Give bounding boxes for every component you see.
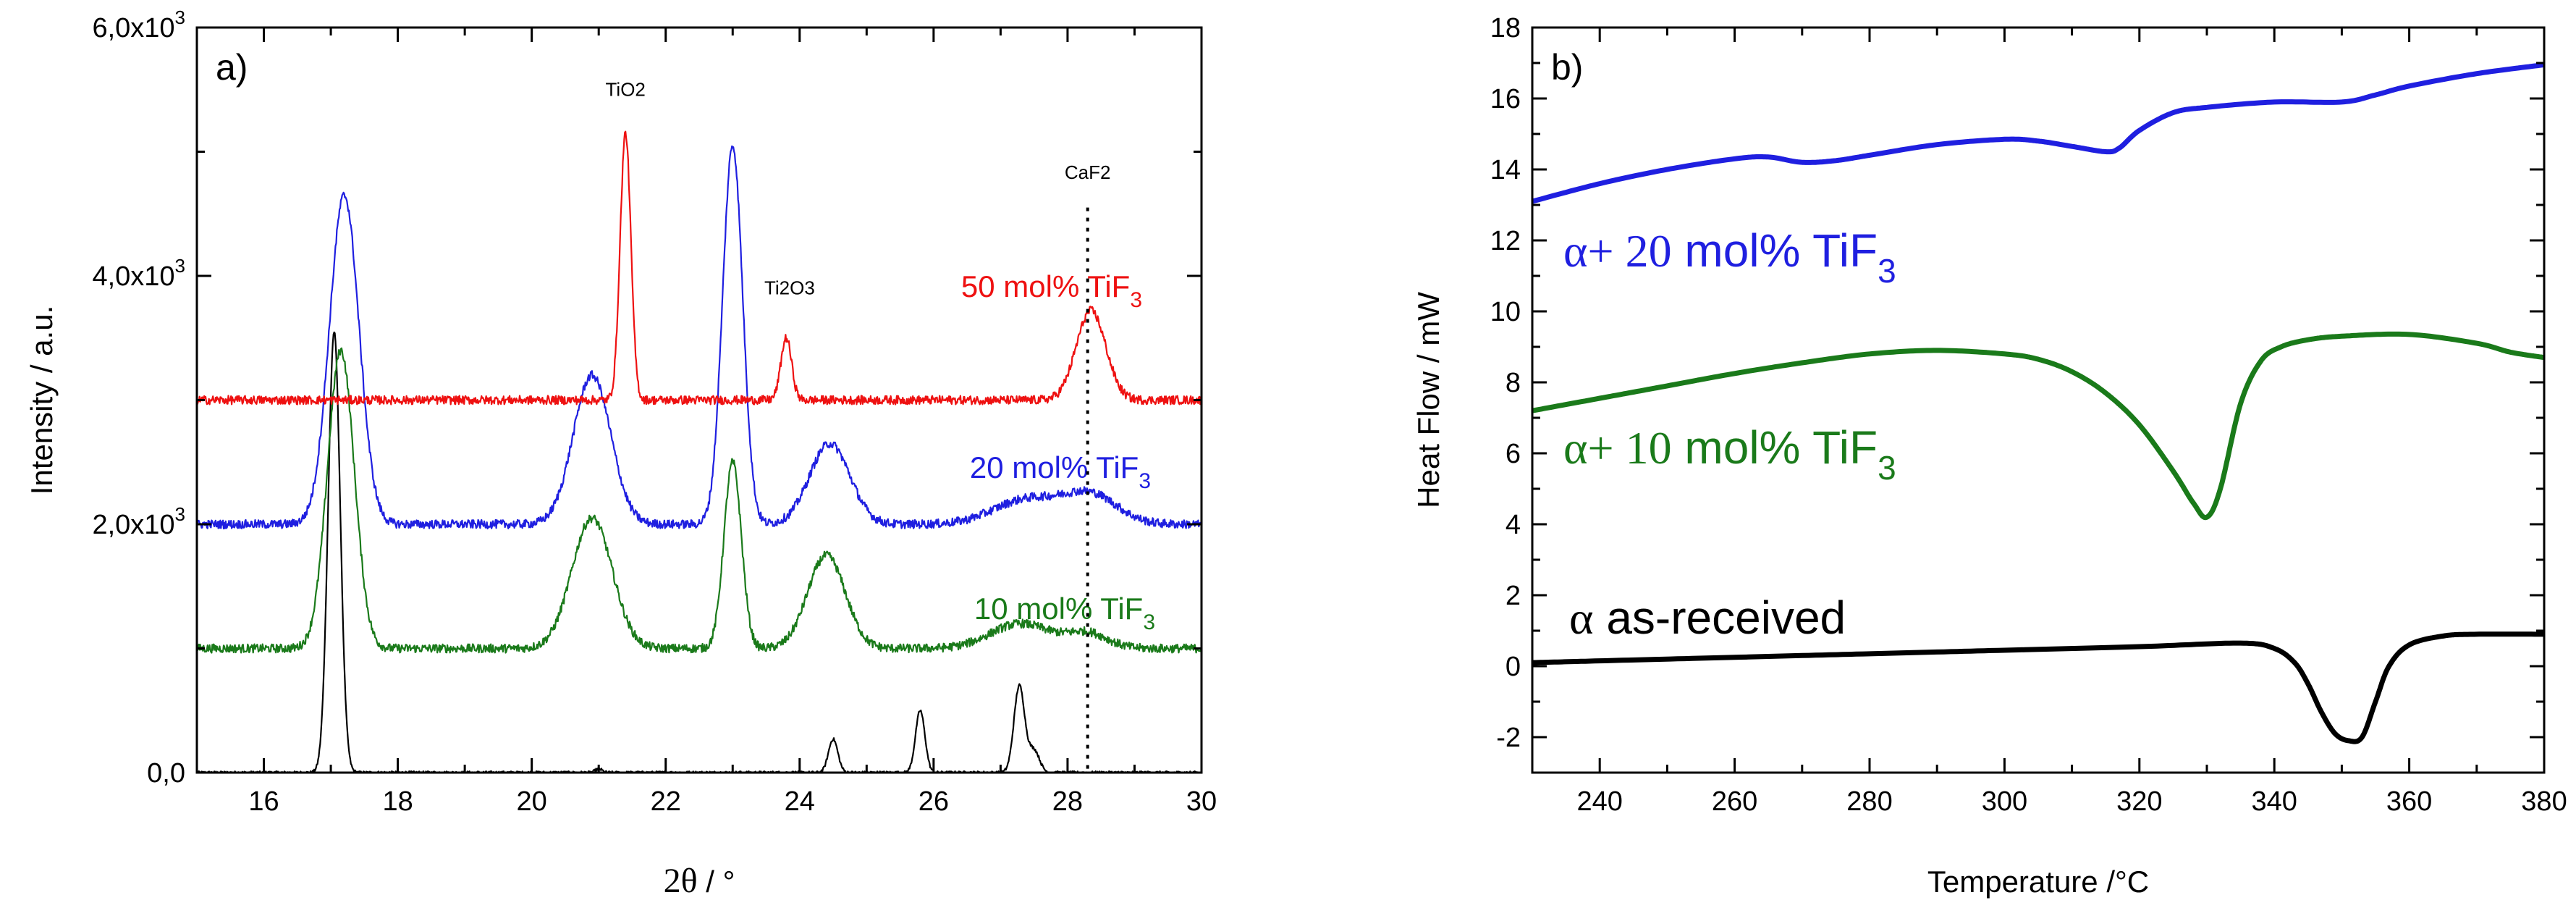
x-tick-label: 360 (2386, 786, 2432, 817)
y-tick-label: -2 (1496, 723, 1521, 753)
y-tick-label: 2,0x103 (92, 503, 185, 540)
series-line-50-mol-tif3 (197, 130, 1202, 406)
x-tick-label: 320 (2116, 786, 2162, 817)
y-tick-label: 0 (1506, 652, 1521, 682)
annotation-caf2: CaF2 (1065, 161, 1111, 183)
y-tick-label: 8 (1506, 368, 1521, 398)
series-line-10-mol-tif3 (1532, 331, 2544, 521)
x-axis-title-b: Temperature /°C (1927, 865, 2149, 899)
y-tick-label: 10 (1490, 297, 1521, 327)
y-tick-label: 6,0x103 (92, 7, 185, 43)
x-tick-label: 30 (1186, 786, 1217, 817)
x-axis-title-a: 2θ / ° (664, 862, 735, 900)
x-tick-label: 24 (785, 786, 815, 817)
x-tick-label: 340 (2251, 786, 2297, 817)
x-tick-label: 26 (919, 786, 949, 817)
x-tick-label: 380 (2521, 786, 2567, 817)
panel-label-a: a) (216, 47, 248, 88)
annotation-tio2: TiO2 (606, 78, 646, 100)
y-tick-label: 18 (1490, 13, 1521, 43)
series-label-as-received: α as-received (1569, 592, 1846, 644)
y-tick-label: 4 (1506, 510, 1521, 540)
x-tick-label: 260 (1712, 786, 1757, 817)
series-label-10-mol-tif3: 10 mol% TiF3 (974, 592, 1155, 634)
y-axis-title-a: Intensity / a.u. (25, 306, 59, 495)
series-label-50-mol-tif3: 50 mol% TiF3 (961, 269, 1142, 312)
series-line-as-received (1532, 631, 2544, 744)
series-line-20-mol-tif3 (1532, 62, 2544, 204)
x-tick-label: 18 (382, 786, 413, 817)
y-axis-title-b: Heat Flow / mW (1411, 292, 1445, 508)
y-tick-label: 12 (1490, 226, 1521, 256)
y-tick-label: 6 (1506, 439, 1521, 469)
series-label-20-mol-tif3: 20 mol% TiF3 (970, 450, 1151, 493)
y-tick-label: 14 (1490, 155, 1521, 185)
series-label-20-mol-tif3: α+ 20 mol% TiF3 (1563, 224, 1896, 290)
plot-frame-b (1531, 26, 2546, 774)
x-tick-label: 28 (1052, 786, 1083, 817)
y-tick-label: 2 (1506, 581, 1521, 611)
panel-a: 16 18 20 22 24 26 28 30 0,0 2,0x103 4,0x103 6,0x103… (25, 7, 1217, 900)
x-tick-label: 280 (1846, 786, 1892, 817)
x-tick-label: 240 (1576, 786, 1622, 817)
y-tick-label: 16 (1490, 84, 1521, 114)
y-tick-label: 0,0 (147, 758, 185, 789)
x-tick-label: 20 (517, 786, 547, 817)
y-tick-label: 4,0x103 (92, 255, 185, 292)
annotation-ti2o3: Ti2O3 (764, 277, 815, 299)
panel-b: 240 260 280 300 320 340 360 380 -2 0 2 4 6 8 10 12 14 16 1… (1411, 13, 2567, 899)
x-tick-label: 16 (248, 786, 279, 817)
panel-label-b: b) (1551, 47, 1583, 88)
series-label-10-mol-tif3: α+ 10 mol% TiF3 (1563, 421, 1896, 487)
x-tick-label: 22 (651, 786, 681, 817)
series-line-10-mol-tif3 (197, 347, 1202, 654)
x-tick-label: 300 (1982, 786, 2027, 817)
